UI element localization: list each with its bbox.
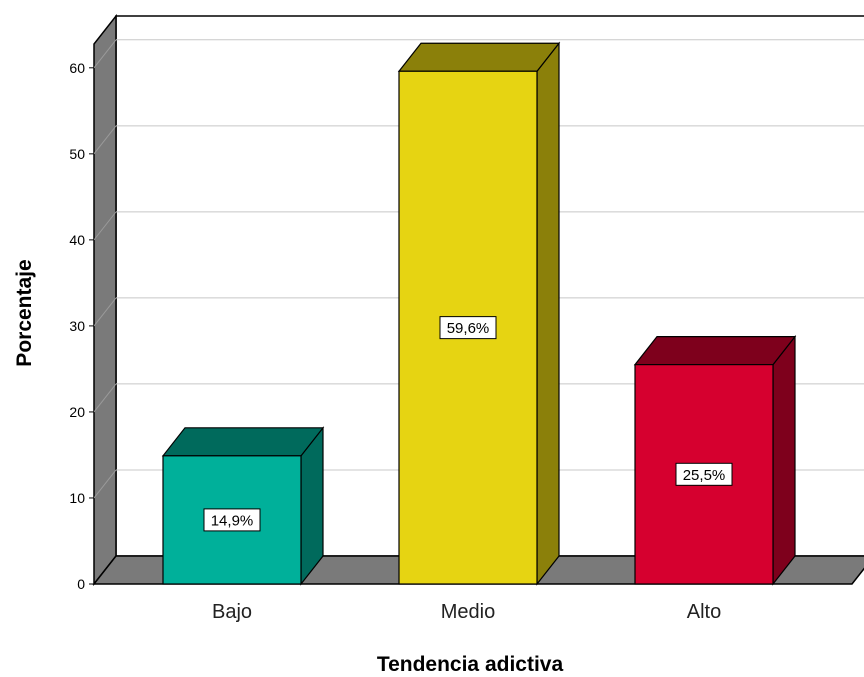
gridline-side xyxy=(93,39,117,69)
gridline-side xyxy=(93,297,117,327)
gridline-side xyxy=(93,125,117,155)
x-tick-label: Medio xyxy=(441,601,495,623)
y-axis-ticks: 0 10 20 30 40 50 60 xyxy=(69,60,94,592)
bar-bajo xyxy=(161,426,325,586)
data-label-box xyxy=(675,462,733,486)
bar-top xyxy=(633,336,797,366)
x-tick-label: Alto xyxy=(687,601,721,623)
y-tick-label: 50 xyxy=(69,146,85,162)
bar-alto xyxy=(633,334,797,586)
y-tick-label: 30 xyxy=(69,318,85,334)
data-label: 14,9% xyxy=(211,512,254,529)
gridline-side xyxy=(93,469,117,499)
y-axis-title: Porcentaje xyxy=(13,259,36,366)
data-label-box xyxy=(439,316,497,340)
bar-medio xyxy=(397,41,561,586)
x-axis-title: Tendencia adictiva xyxy=(377,653,564,676)
chart-left-wall xyxy=(93,13,117,587)
bars: 14,9% 59,6% 25,5% xyxy=(161,41,797,586)
gridline-side xyxy=(93,211,117,241)
bar-side xyxy=(772,334,796,586)
y-tick-label: 10 xyxy=(69,490,85,506)
bar-top xyxy=(161,427,325,457)
y-tick-label: 0 xyxy=(77,576,85,592)
x-tick-label: Bajo xyxy=(212,601,252,623)
y-tick-label: 40 xyxy=(69,232,85,248)
y-tick-label: 20 xyxy=(69,404,85,420)
y-tick-label: 60 xyxy=(69,60,85,76)
gridline-side xyxy=(93,383,117,413)
x-axis-tick-labels: Bajo Medio Alto xyxy=(212,601,721,623)
data-label: 25,5% xyxy=(683,467,726,484)
data-label-box xyxy=(203,508,261,532)
bar-side xyxy=(536,41,560,586)
bar-top xyxy=(397,42,561,72)
data-label: 59,6% xyxy=(447,320,490,337)
